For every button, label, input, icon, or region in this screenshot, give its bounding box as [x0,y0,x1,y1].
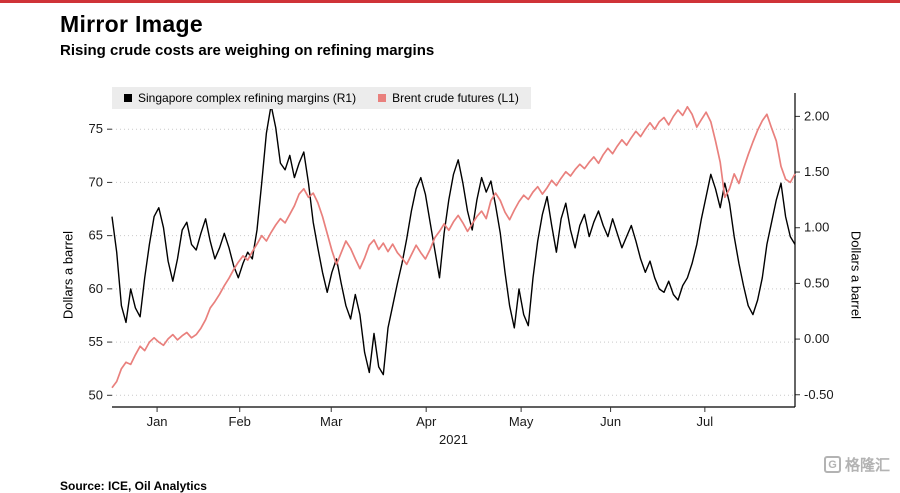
margins-series-swatch-icon [124,94,132,102]
x-axis-year-label: 2021 [439,432,468,445]
legend-label-refining-margins: Singapore complex refining margins (R1) [138,91,357,105]
left-axis-title: Dollars a barrel [60,230,76,320]
right-axis-tick-label: 2.00 [804,108,829,123]
chart-legend: Singapore complex refining margins (R1) … [112,87,531,109]
series-line-1 [111,105,796,389]
right-axis-tick-label: 0.50 [804,275,829,290]
page-subtitle: Rising crude costs are weighing on refin… [60,42,435,59]
x-axis-month-label: Jun [600,414,621,429]
right-axis-tick-label: 0.00 [804,331,829,346]
chart-svg: 50 55 60 65 70 75 -0.50 0.00 0.50 1.00 1.50 2.00 Jan… [89,93,834,445]
gelonghui-logo-icon: G [823,456,841,473]
x-axis-month-label: Apr [416,414,437,429]
chart-area: Singapore complex refining margins (R1) … [0,85,900,477]
series-line-0 [111,104,796,376]
x-axis-month-label: Jan [147,414,168,429]
right-axis-tick-label: -0.50 [804,387,834,402]
left-axis-tick-label: 75 [89,121,103,136]
x-axis-month-label: May [509,414,534,429]
chart-footer: Source: ICE, Oil Analytics [0,477,900,493]
source-note: Source: ICE, Oil Analytics [60,479,207,493]
brent-series-swatch-icon [378,94,387,102]
left-axis-tick-label: 65 [89,228,103,243]
left-axis-tick-label: 70 [89,174,103,189]
x-axis-month-label: Jul [697,414,714,429]
page-title: Mirror Image [60,11,203,37]
legend-label-brent-futures: Brent crude futures (L1) [392,91,519,105]
right-axis-tick-label: 1.50 [804,164,829,179]
left-axis-tick-label: 60 [89,281,103,296]
right-axis-title: Dollars a barrel [848,230,864,320]
right-axis-tick-label: 1.00 [804,220,829,235]
legend-item-refining-margins: Singapore complex refining margins (R1) [124,91,356,105]
x-axis-month-label: Mar [320,414,343,429]
left-axis-tick-label: 50 [89,387,103,402]
accent-top-line [0,0,900,3]
watermark-text: 格隆汇 [844,457,890,474]
watermark: G 格隆汇 [823,454,890,475]
left-axis-tick-label: 55 [89,334,103,349]
x-axis-month-label: Feb [229,414,251,429]
legend-item-brent-futures: Brent crude futures (L1) [378,91,519,105]
chart-header: Mirror Image Rising crude costs are weig… [0,3,900,59]
